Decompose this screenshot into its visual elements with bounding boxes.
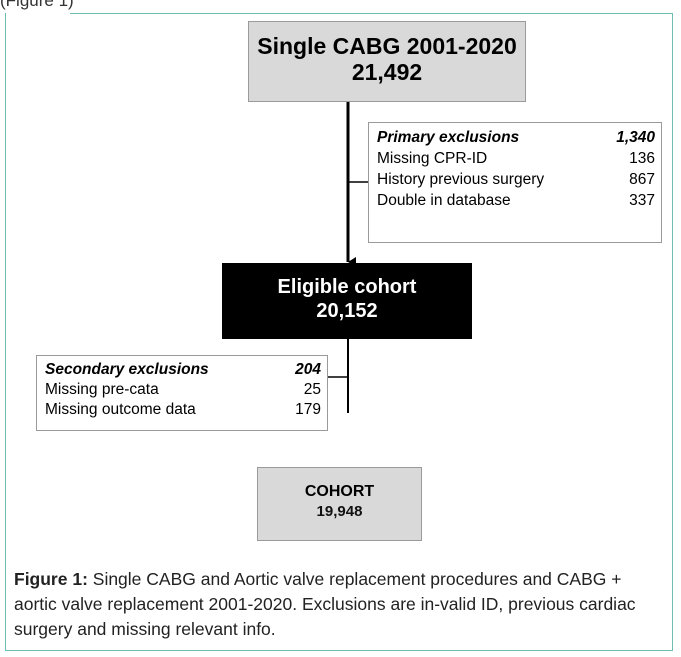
total-cabg-count: 21,492 [351, 59, 423, 85]
exclusion-label: History previous surgery [377, 171, 545, 188]
figure-caption: Figure 1: Single CABG and Aortic valve r… [14, 567, 664, 642]
exclusion-value: 136 [629, 150, 655, 167]
final-cohort-title: COHORT [304, 483, 375, 500]
exclusion-row: History previous surgery 867 [377, 169, 655, 190]
eligible-cohort-title: Eligible cohort [277, 276, 417, 298]
primary-exclusions-label: Primary exclusions [377, 129, 520, 146]
figure-frame [5, 13, 673, 651]
exclusion-row: Double in database 337 [377, 190, 655, 211]
secondary-exclusions-header: Secondary exclusions 204 [45, 360, 321, 380]
final-cohort-count: 19,948 [316, 503, 363, 520]
final-cohort-box: COHORT 19,948 [257, 467, 422, 541]
total-cabg-title: Single CABG 2001-2020 [257, 33, 517, 59]
figure-frame-top-border [70, 13, 673, 14]
primary-exclusions-box: Primary exclusions 1,340 Missing CPR-ID … [368, 122, 662, 243]
primary-exclusions-total: 1,340 [616, 129, 655, 146]
primary-exclusions-header: Primary exclusions 1,340 [377, 127, 655, 148]
figure-caption-label: Figure 1: [14, 569, 88, 589]
secondary-exclusions-label: Secondary exclusions [45, 361, 209, 378]
total-cabg-box: Single CABG 2001-2020 21,492 [248, 21, 526, 102]
top-caption: (Figure 1) [0, 0, 74, 10]
secondary-exclusions-total: 204 [295, 361, 321, 378]
exclusion-label: Missing CPR-ID [377, 150, 488, 167]
eligible-cohort-count: 20,152 [316, 300, 378, 322]
exclusion-label: Double in database [377, 192, 511, 209]
eligible-cohort-box: Eligible cohort 20,152 [222, 263, 472, 339]
secondary-exclusions-box: Secondary exclusions 204 Missing pre-cat… [36, 355, 328, 431]
exclusion-row: Missing outcome data 179 [45, 400, 321, 420]
exclusion-value: 179 [295, 401, 321, 418]
exclusion-label: Missing outcome data [45, 401, 196, 418]
exclusion-value: 25 [303, 381, 321, 398]
exclusion-value: 867 [629, 171, 655, 188]
exclusion-label: Missing pre-cata [45, 381, 159, 398]
exclusion-value: 337 [629, 192, 655, 209]
figure-caption-text: Single CABG and Aortic valve replacement… [14, 569, 636, 639]
exclusion-row: Missing pre-cata 25 [45, 380, 321, 400]
exclusion-row: Missing CPR-ID 136 [377, 148, 655, 169]
